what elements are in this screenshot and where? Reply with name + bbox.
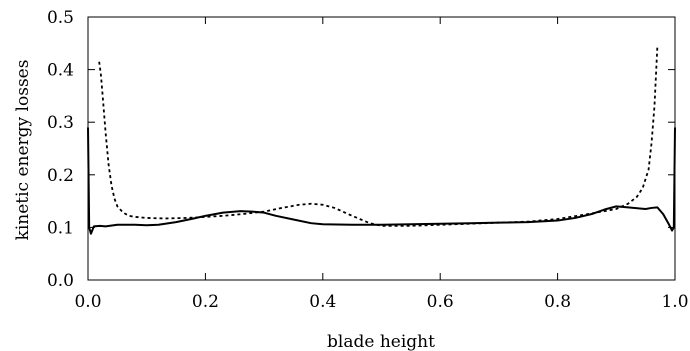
dashed-series-line: [98, 45, 659, 227]
x-tick-label: 1.0: [661, 292, 688, 312]
y-tick-label: 0.2: [47, 166, 74, 186]
x-tick-label: 0.8: [544, 292, 571, 312]
y-tick-label: 0.4: [47, 61, 74, 81]
y-tick-label: 0.5: [47, 8, 74, 28]
solid-series-line: [87, 127, 676, 235]
x-tick-label: 0.2: [192, 292, 219, 312]
y-axis-title: kinetic energy losses: [13, 60, 33, 241]
x-axis-title: blade height: [327, 332, 435, 351]
x-tick-label: 0.0: [74, 292, 101, 312]
y-tick-label: 0.3: [47, 113, 74, 133]
x-tick-label: 0.6: [427, 292, 454, 312]
x-axis: 0.0 0.2 0.4 0.6 0.8 1.0: [74, 17, 689, 312]
x-tick-label: 0.4: [309, 292, 336, 312]
series-layer: [87, 45, 676, 235]
plot-frame: [87, 16, 676, 281]
y-tick-label: 0.0: [47, 271, 74, 291]
y-axis: 0.0 0.1 0.2 0.3 0.4 0.5: [47, 8, 675, 291]
plot-area: [87, 16, 676, 281]
y-tick-label: 0.1: [47, 218, 74, 238]
